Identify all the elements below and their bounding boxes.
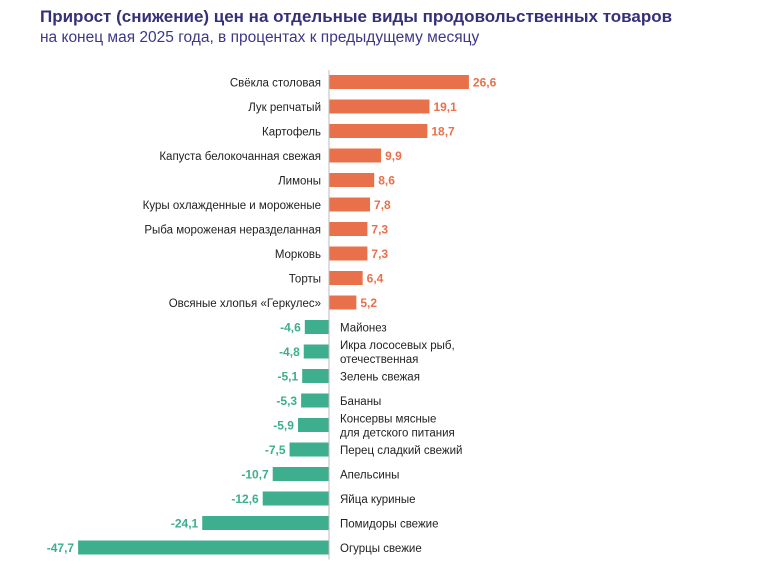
category-label: Рыба мороженая неразделанная: [144, 225, 321, 237]
data-label: 19,1: [433, 100, 457, 114]
category-label: Картофель: [262, 127, 321, 139]
category-label: Помидоры свежие: [340, 519, 438, 531]
bar: [329, 124, 428, 138]
data-label: -5,3: [276, 394, 297, 408]
category-label: отечественная: [340, 354, 418, 366]
data-label: 26,6: [473, 76, 497, 90]
bar: [262, 491, 329, 506]
data-label: -10,7: [241, 468, 269, 482]
data-label: 7,8: [374, 198, 391, 212]
category-label: Лимоны: [278, 176, 321, 188]
category-label: Торты: [289, 274, 321, 286]
bar: [304, 320, 329, 334]
data-label: -12,6: [231, 492, 259, 506]
bar: [329, 222, 368, 236]
data-label: -7,5: [265, 443, 286, 457]
bar: [329, 295, 357, 310]
category-label: Майонез: [340, 323, 387, 335]
bar: [329, 75, 469, 89]
bar: [78, 540, 330, 555]
category-label: Овсяные хлопья «Геркулес»: [169, 298, 321, 310]
category-label: Зелень свежая: [340, 372, 420, 384]
bar: [289, 442, 329, 457]
bar: [297, 418, 329, 432]
bar: [303, 344, 329, 359]
category-label: Куры охлажденные и мороженые: [143, 200, 321, 212]
bar: [329, 271, 363, 285]
category-label: Перец сладкий свежий: [340, 445, 462, 457]
category-label: Лук репчатый: [248, 102, 321, 114]
category-label: Свёкла столовая: [230, 78, 321, 90]
bar: [202, 516, 329, 530]
data-label: 7,3: [371, 223, 388, 237]
bar: [301, 393, 329, 408]
bar: [329, 197, 371, 212]
data-label: 7,3: [371, 247, 388, 261]
category-label: Яйца куриные: [340, 494, 416, 506]
data-label: 18,7: [431, 125, 455, 139]
bar: [329, 99, 430, 114]
category-label: Морковь: [275, 249, 321, 261]
category-label: Апельсины: [340, 470, 399, 482]
bar: [329, 148, 382, 163]
category-label: Огурцы свежие: [340, 543, 422, 555]
bar: [272, 467, 329, 481]
category-label: Икра лососевых рыб,: [340, 340, 455, 352]
data-label: -5,9: [273, 419, 294, 433]
chart-subtitle: на конец мая 2025 года, в процентах к пр…: [40, 29, 480, 46]
bar: [329, 173, 375, 187]
category-label: для детского питания: [340, 428, 455, 440]
data-label: 8,6: [378, 174, 395, 188]
chart-title: Прирост (снижение) цен на отдельные виды…: [40, 7, 673, 26]
data-label: -47,7: [47, 541, 75, 555]
category-label: Капуста белокочанная свежая: [159, 151, 321, 163]
data-label: 6,4: [367, 272, 384, 286]
category-label: Бананы: [340, 396, 381, 408]
data-label: 9,9: [385, 149, 402, 163]
category-label: Консервы мясные: [340, 414, 436, 426]
data-label: 5,2: [360, 296, 377, 310]
data-label: -5,1: [277, 370, 298, 384]
bar: [329, 246, 368, 261]
data-label: -24,1: [171, 517, 199, 531]
bar: [302, 369, 329, 383]
data-label: -4,6: [280, 321, 301, 335]
data-label: -4,8: [279, 345, 300, 359]
